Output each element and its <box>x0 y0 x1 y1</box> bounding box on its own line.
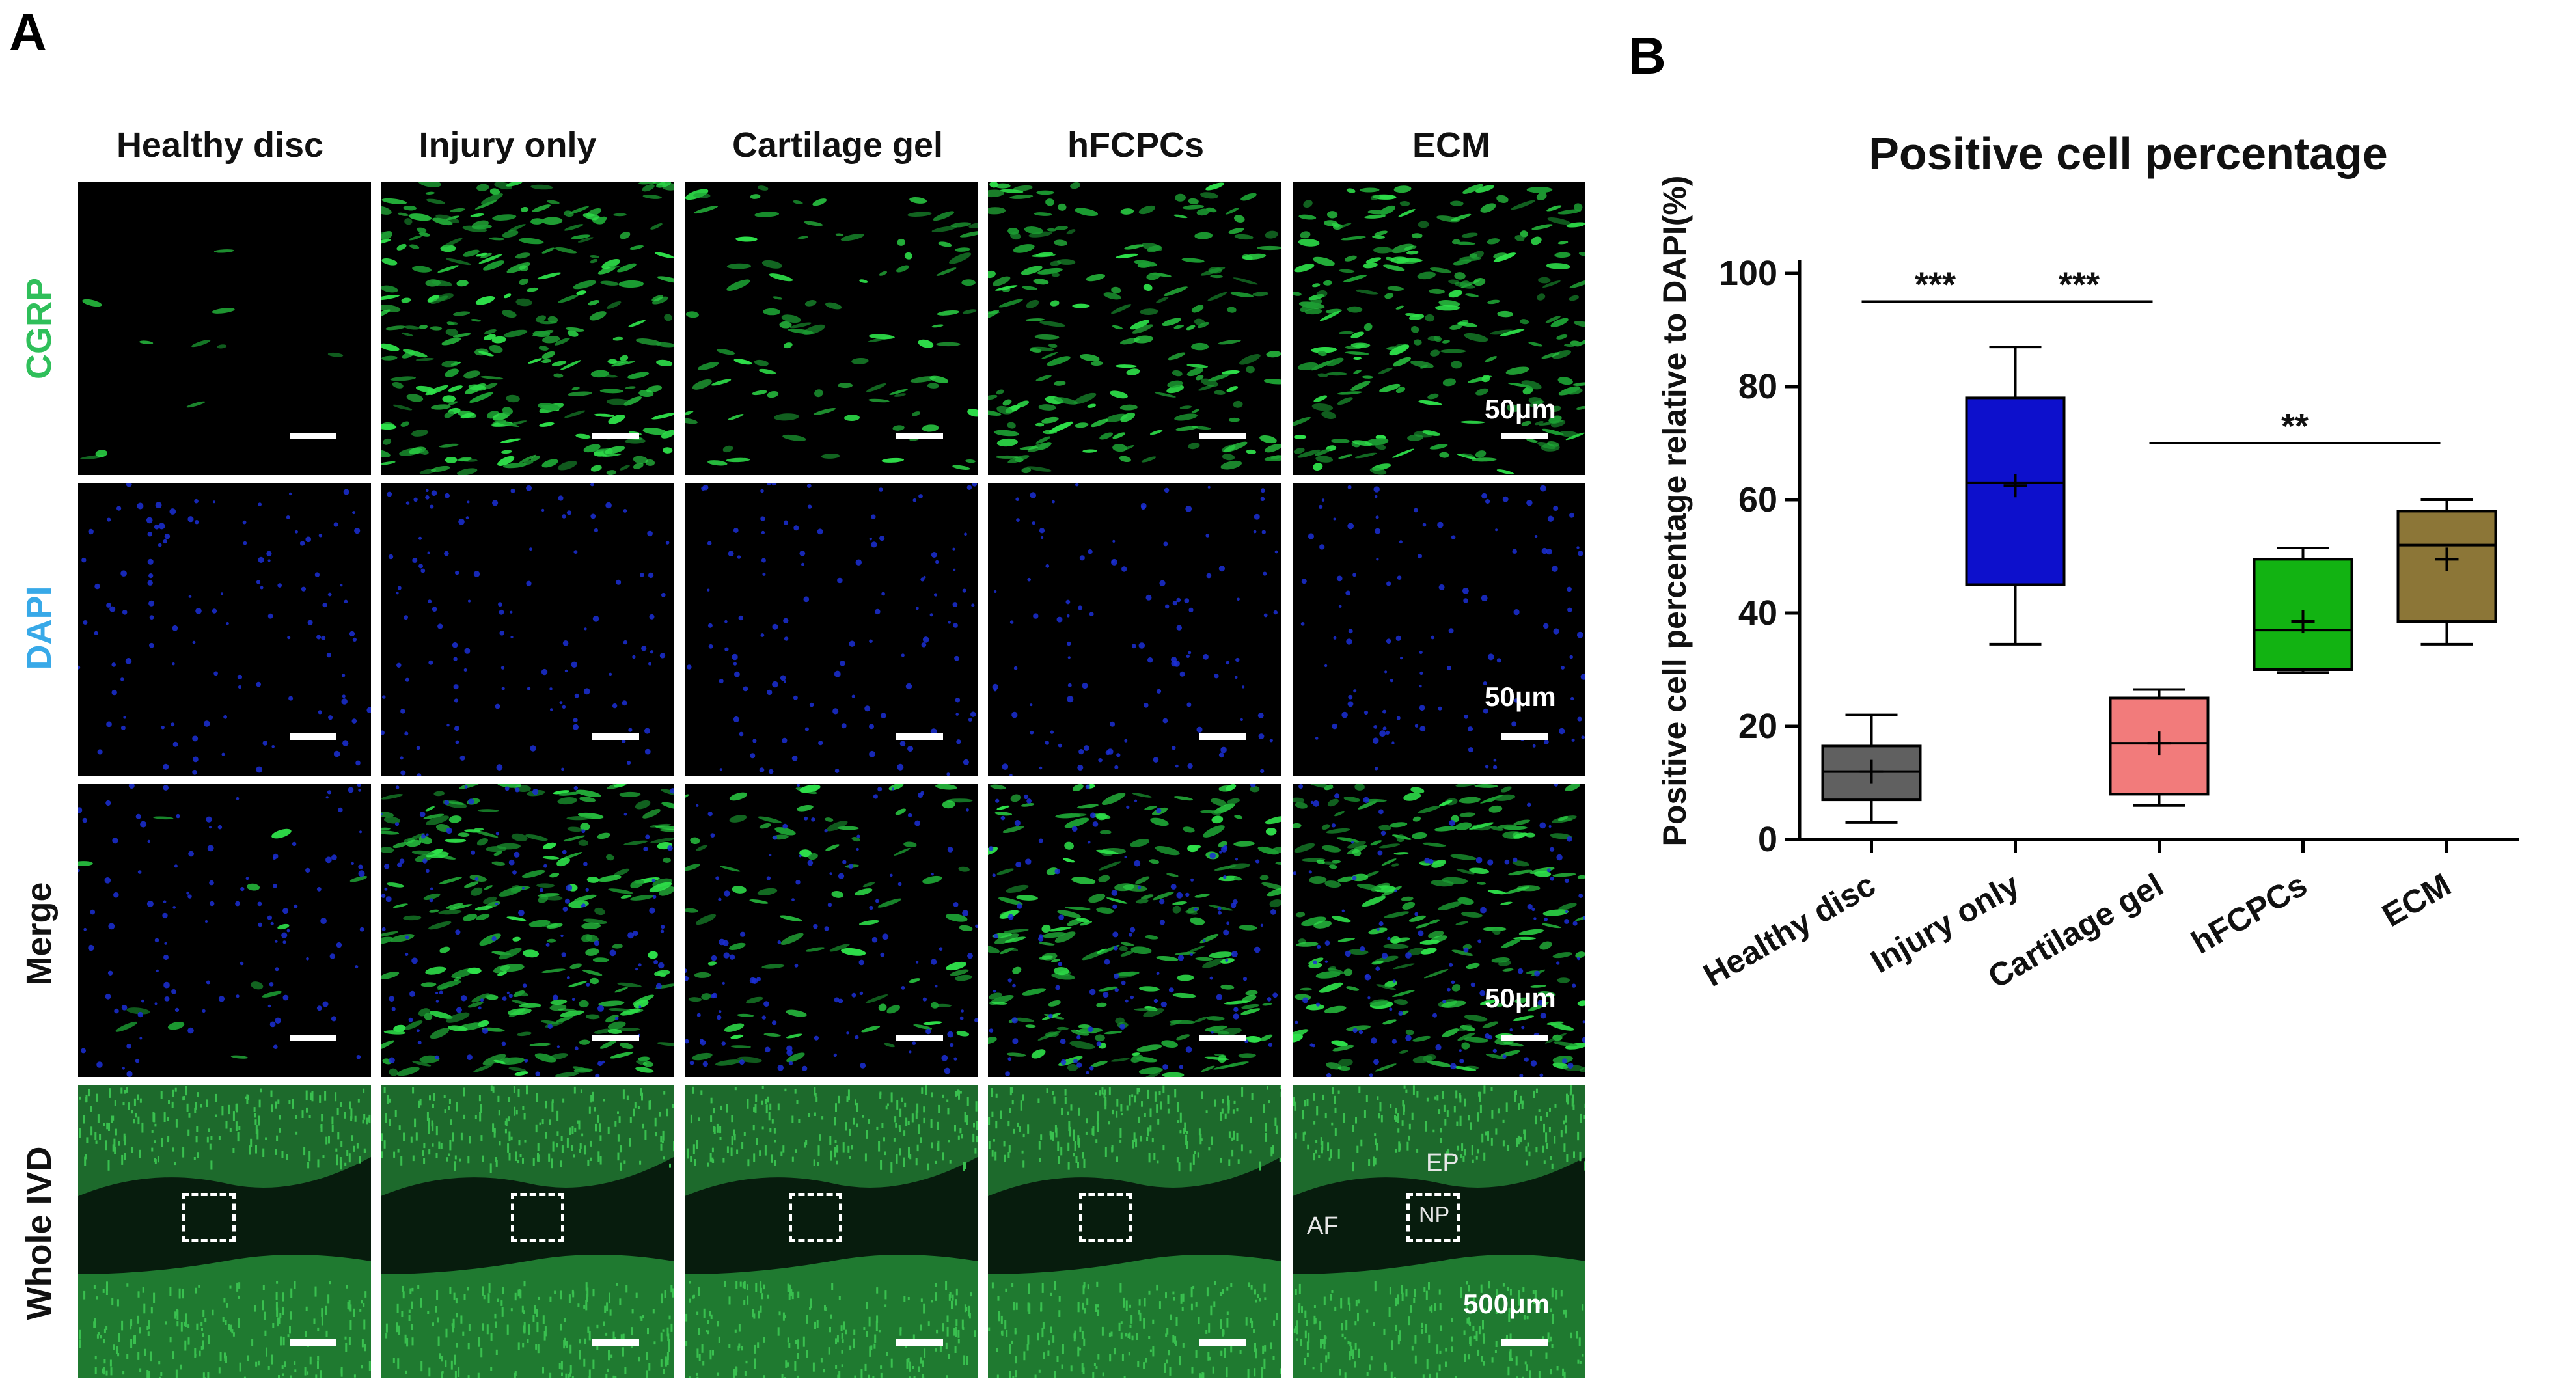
column-title-ecm: ECM <box>1412 126 1490 165</box>
scale-bar <box>592 1035 639 1041</box>
scale-bar <box>290 1035 336 1041</box>
y-tick-label: 40 <box>1738 594 1777 633</box>
y-tick-label: 100 <box>1719 254 1777 293</box>
scale-bar <box>290 733 336 740</box>
micrograph-dapi-healthy-disc <box>78 483 371 776</box>
scale-bar <box>1199 1339 1246 1346</box>
region-of-interest-box <box>182 1193 236 1242</box>
chart-boxes <box>1821 346 2497 824</box>
scale-bar <box>1501 733 1548 740</box>
scale-bar <box>592 433 639 439</box>
micrograph-cgrp-cartilage-gel <box>685 182 978 475</box>
micrograph-merge-injury-only <box>381 784 674 1077</box>
y-tick-label: 20 <box>1738 707 1777 746</box>
box-hfcpcs <box>2253 546 2353 674</box>
scale-bar <box>1501 433 1548 439</box>
chart-title: Positive cell percentage <box>1869 128 2388 179</box>
region-of-interest-box <box>511 1193 564 1242</box>
micrograph-cgrp-hfcpcs <box>988 182 1281 475</box>
row-label-merge: Merge <box>20 882 59 986</box>
scale-bar <box>592 733 639 740</box>
ep-annotation: EP <box>1426 1149 1459 1177</box>
micrograph-cgrp-injury-only <box>381 182 674 475</box>
column-title-healthy-disc: Healthy disc <box>116 126 324 165</box>
scale-bar <box>896 1339 943 1346</box>
micrograph-merge-ecm: 50μm <box>1293 784 1585 1077</box>
micrograph-whole-ivd-hfcpcs <box>988 1085 1281 1378</box>
scale-bar <box>1199 733 1246 740</box>
scale-bar <box>1501 1035 1548 1041</box>
panel-b-letter: B <box>1628 27 1666 85</box>
y-tick-label: 0 <box>1758 820 1777 859</box>
micrograph-cgrp-ecm: 50μm <box>1293 182 1585 475</box>
box-healthy-disc <box>1821 713 1922 824</box>
micrograph-whole-ivd-injury-only <box>381 1085 674 1378</box>
column-title-cartilage-gel: Cartilage gel <box>732 126 944 165</box>
x-tick-label-hfcpcs: hFCPCs <box>2185 866 2313 961</box>
significance-brackets: *** ***** <box>1861 266 2441 446</box>
micrograph-merge-cartilage-gel <box>685 784 978 1077</box>
column-title-injury-only: Injury only <box>418 126 597 165</box>
significance-label-2: ** <box>2281 407 2309 446</box>
micrograph-merge-healthy-disc <box>78 784 371 1077</box>
np-annotation: NP <box>1419 1203 1450 1227</box>
micrograph-cgrp-healthy-disc <box>78 182 371 475</box>
micrograph-dapi-ecm: 50μm <box>1293 483 1585 776</box>
region-of-interest-box <box>1079 1193 1132 1242</box>
region-of-interest-box: NP <box>1406 1193 1460 1242</box>
box-cartilage-gel <box>2109 688 2210 807</box>
panel-a-letter: A <box>9 3 47 61</box>
row-label-whole-ivd: Whole IVD <box>20 1146 59 1320</box>
scale-bar <box>896 1035 943 1041</box>
y-tick-label: 60 <box>1738 480 1777 519</box>
scale-bar <box>290 433 336 439</box>
scale-bar <box>1199 433 1246 439</box>
af-annotation: AF <box>1307 1212 1339 1240</box>
scale-bar <box>896 733 943 740</box>
scale-bar-label: 50μm <box>1485 394 1556 424</box>
scale-bar <box>1199 1035 1246 1041</box>
micrograph-dapi-hfcpcs <box>988 483 1281 776</box>
row-label-dapi: DAPI <box>20 586 59 670</box>
significance-label-0: *** <box>1915 266 1956 305</box>
box-plot-chart: Positive cell percentage Positive cell p… <box>1656 128 2519 996</box>
region-of-interest-box <box>789 1193 842 1242</box>
y-tick-label: 80 <box>1738 367 1777 406</box>
box-ecm <box>2396 498 2497 646</box>
scale-bar <box>1501 1339 1548 1346</box>
significance-label-1: *** <box>2059 266 2100 305</box>
micrograph-dapi-injury-only <box>381 483 674 776</box>
column-title-hfcpcs: hFCPCs <box>1067 126 1204 165</box>
y-axis-label: Positive cell percentage relative to DAP… <box>1656 176 1693 847</box>
micrograph-whole-ivd-healthy-disc <box>78 1085 371 1378</box>
row-label-cgrp: CGRP <box>20 278 59 380</box>
micrograph-whole-ivd-cartilage-gel <box>685 1085 978 1378</box>
micrograph-merge-hfcpcs <box>988 784 1281 1077</box>
box-injury-only <box>1965 346 2066 646</box>
scale-bar <box>592 1339 639 1346</box>
scale-bar <box>290 1339 336 1346</box>
micrograph-dapi-cartilage-gel <box>685 483 978 776</box>
micrograph-whole-ivd-ecm: 500μm EP AF NP <box>1293 1085 1585 1378</box>
x-tick-label-healthy-disc: Healthy disc <box>1697 866 1882 994</box>
scale-bar <box>896 433 943 439</box>
scale-bar-label: 50μm <box>1485 983 1556 1013</box>
scale-bar-label: 50μm <box>1485 681 1556 712</box>
x-tick-label-ecm: ECM <box>2376 866 2457 934</box>
scale-bar-label: 500μm <box>1463 1289 1550 1319</box>
